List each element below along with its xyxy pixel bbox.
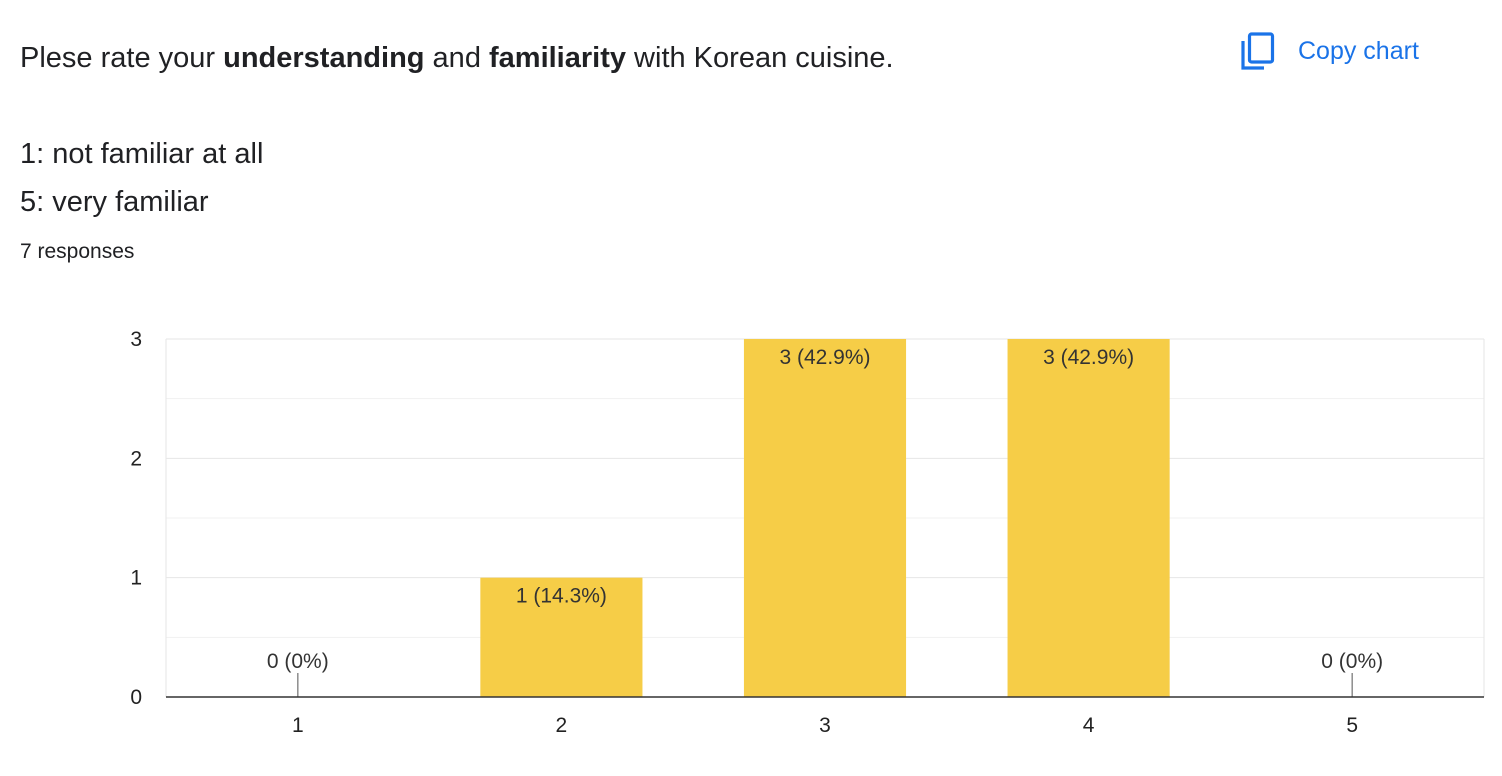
question-part: with Korean cuisine.: [626, 42, 894, 74]
scale-low-label: 1: not familiar at all: [20, 138, 264, 170]
x-tick-label: 3: [819, 714, 831, 737]
question-part-bold: familiarity: [489, 42, 626, 74]
y-tick-label: 1: [130, 567, 142, 590]
data-label-5: 0 (0%): [1321, 650, 1383, 673]
data-label-2: 1 (14.3%): [516, 585, 607, 608]
data-label-3: 3 (42.9%): [779, 346, 870, 369]
question-part-bold: understanding: [223, 42, 425, 74]
question-text: Plese rate your understanding and famili…: [20, 34, 1200, 226]
data-label-1: 0 (0%): [267, 650, 329, 673]
question-part: and: [424, 42, 489, 74]
x-tick-label: 4: [1083, 714, 1095, 737]
question-part: Plese rate your: [20, 42, 224, 74]
x-tick-label: 1: [292, 714, 304, 737]
bar-4: [1007, 339, 1170, 697]
copy-icon: [1240, 31, 1276, 71]
y-tick-label: 0: [130, 686, 142, 709]
x-tick-label: 5: [1346, 714, 1358, 737]
bar-3: [743, 339, 907, 697]
data-label-4: 3 (42.9%): [1043, 346, 1134, 369]
y-tick-label: 2: [130, 447, 142, 470]
bar-2: [480, 577, 643, 697]
copy-chart-label: Copy chart: [1298, 36, 1419, 65]
copy-chart-button[interactable]: Copy chart: [1240, 28, 1419, 74]
scale-high-label: 5: very familiar: [20, 186, 209, 218]
question-title: Plese rate your understanding and famili…: [20, 34, 1200, 82]
x-tick-label: 2: [556, 714, 568, 737]
y-tick-label: 3: [130, 328, 142, 351]
responses-count: 7 responses: [20, 240, 135, 263]
